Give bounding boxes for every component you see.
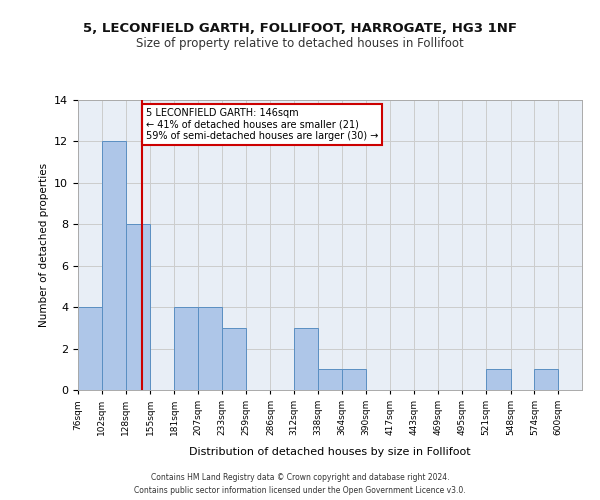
Bar: [78, 307, 102, 390]
Bar: [342, 370, 366, 390]
Bar: [125, 224, 151, 390]
Y-axis label: Number of detached properties: Number of detached properties: [38, 163, 49, 327]
Bar: [102, 142, 125, 390]
Bar: [294, 328, 318, 390]
Text: 5 LECONFIELD GARTH: 146sqm
← 41% of detached houses are smaller (21)
59% of semi: 5 LECONFIELD GARTH: 146sqm ← 41% of deta…: [146, 108, 378, 142]
X-axis label: Distribution of detached houses by size in Follifoot: Distribution of detached houses by size …: [189, 446, 471, 456]
Bar: [174, 307, 198, 390]
Text: 5, LECONFIELD GARTH, FOLLIFOOT, HARROGATE, HG3 1NF: 5, LECONFIELD GARTH, FOLLIFOOT, HARROGAT…: [83, 22, 517, 36]
Text: Contains HM Land Registry data © Crown copyright and database right 2024.
Contai: Contains HM Land Registry data © Crown c…: [134, 473, 466, 495]
Bar: [198, 307, 222, 390]
Bar: [318, 370, 342, 390]
Bar: [486, 370, 511, 390]
Bar: [535, 370, 558, 390]
Text: Size of property relative to detached houses in Follifoot: Size of property relative to detached ho…: [136, 38, 464, 51]
Bar: [222, 328, 245, 390]
